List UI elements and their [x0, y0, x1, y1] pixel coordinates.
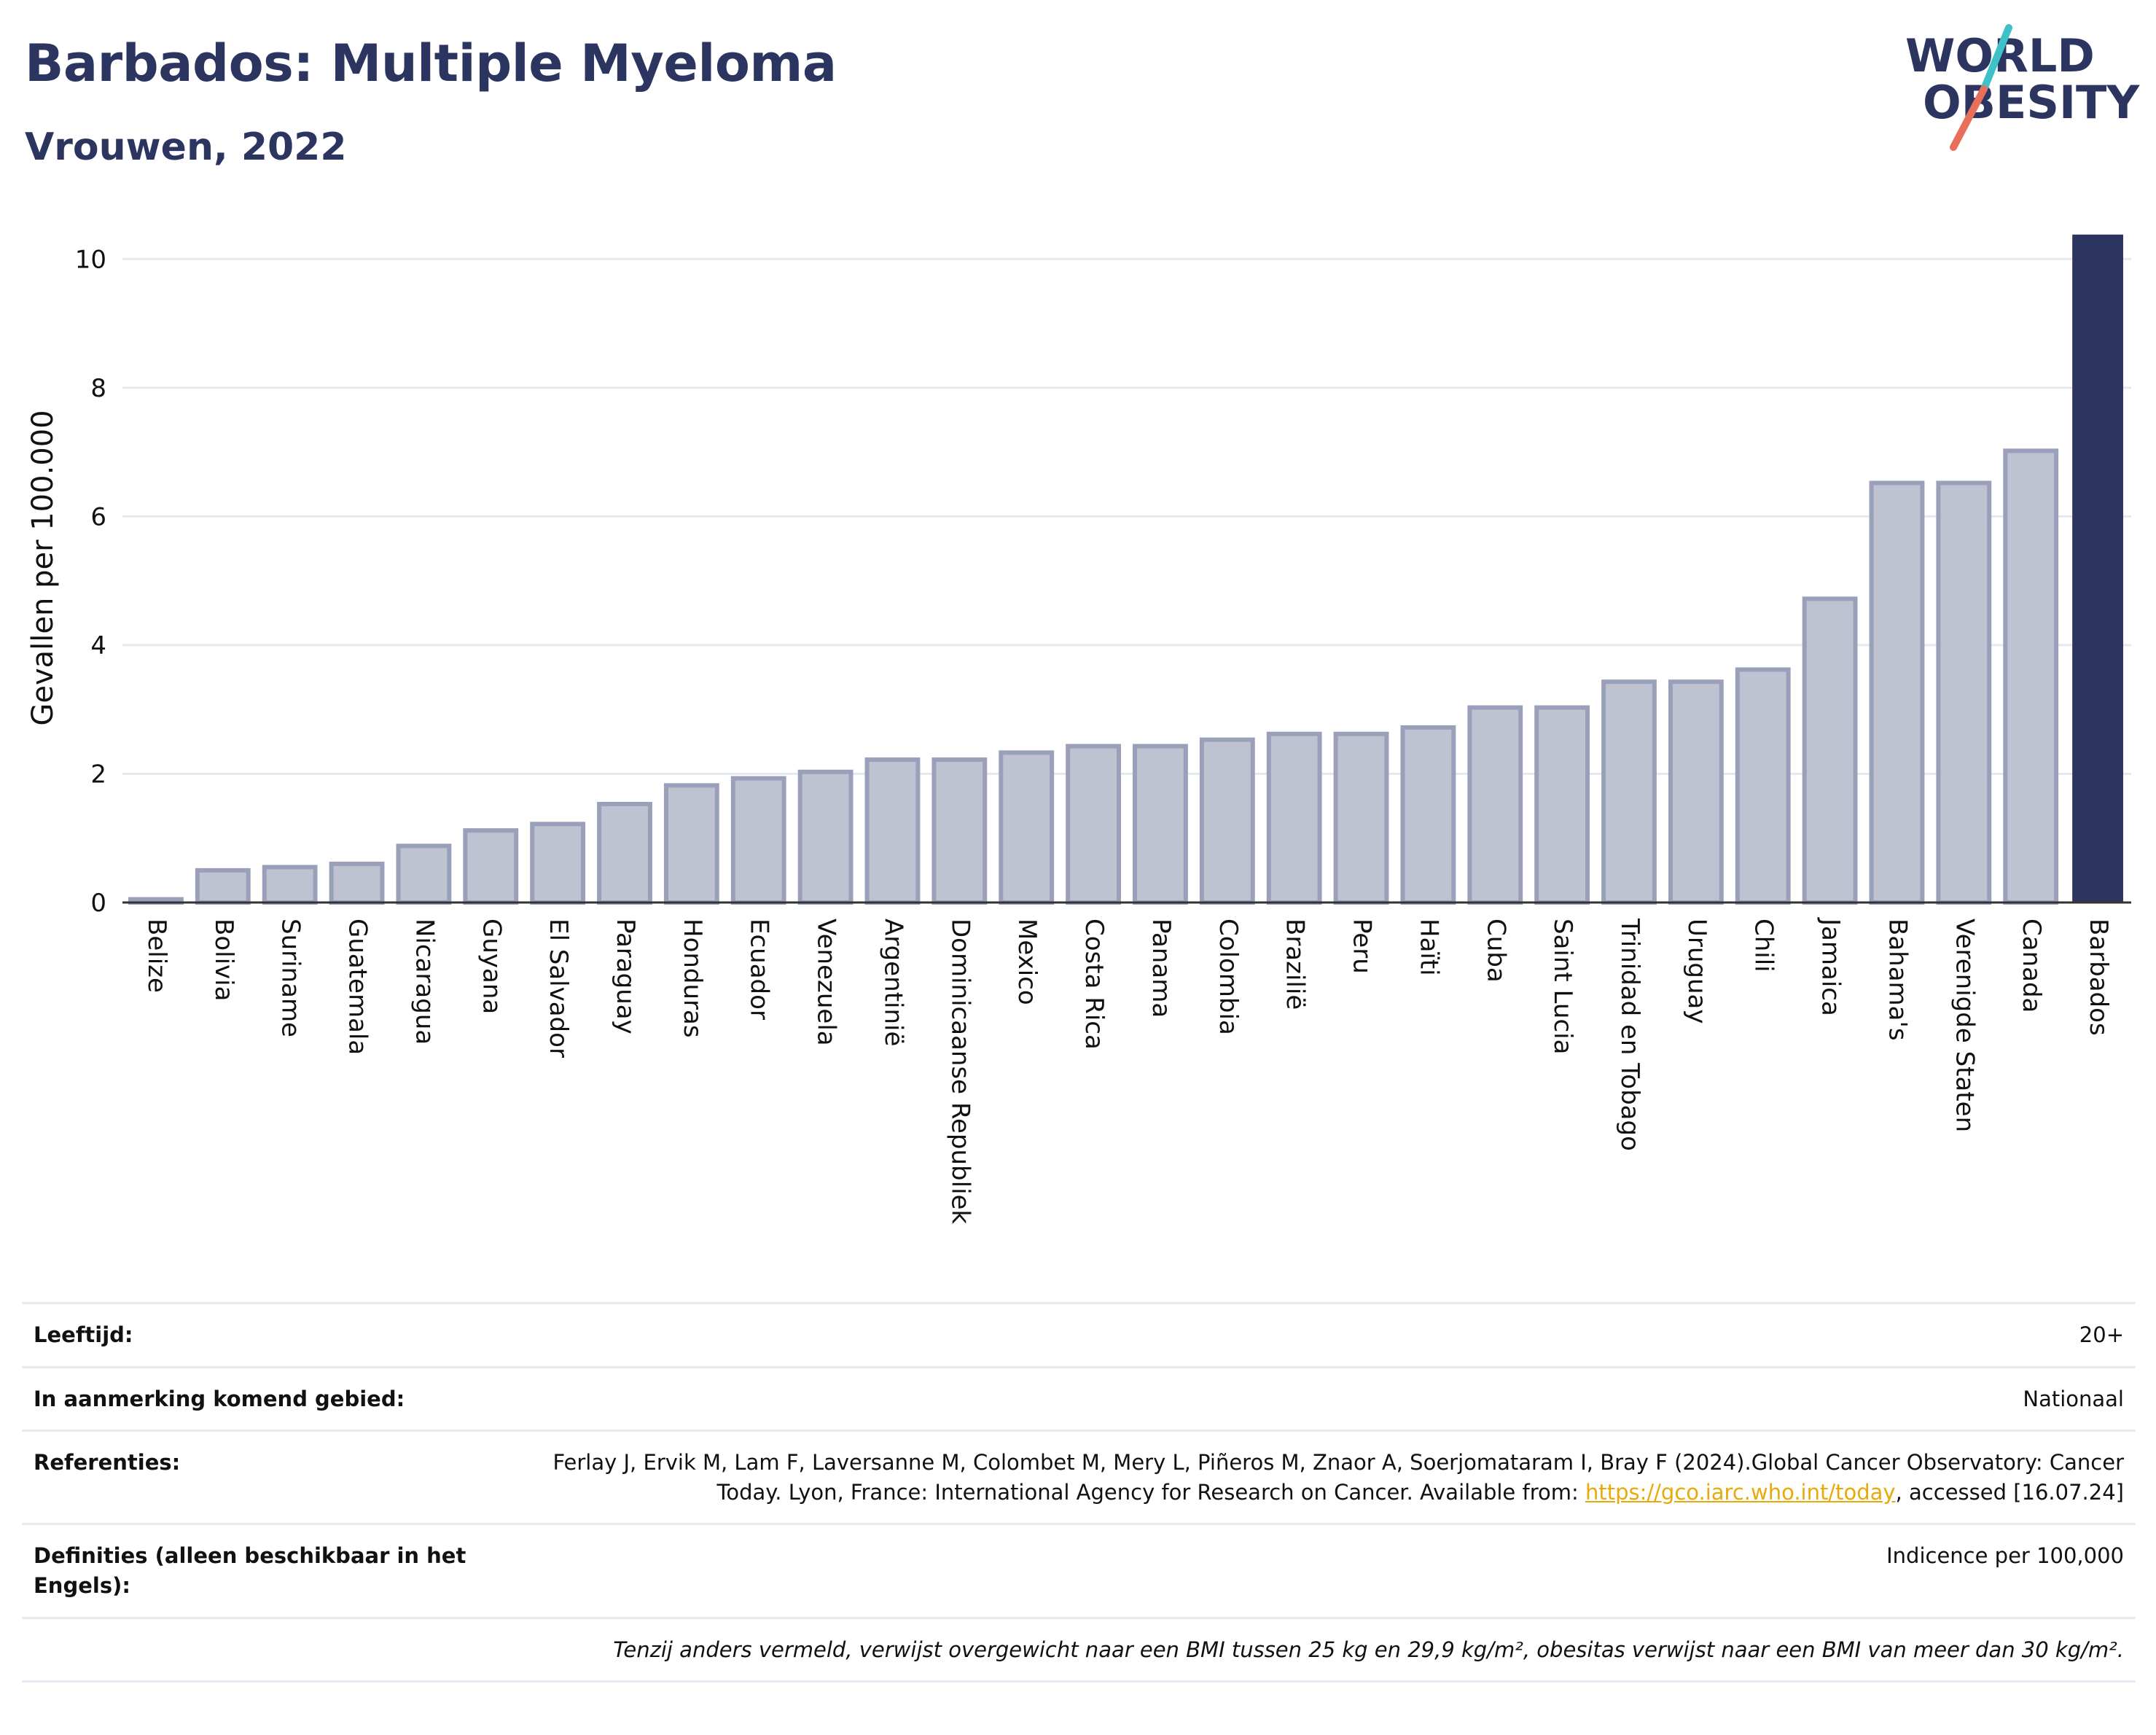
x-tick-label: Belize — [142, 919, 171, 993]
x-tick-label: Ecuador — [745, 919, 774, 1020]
bar — [1936, 480, 1992, 905]
x-tick-label: Guatemala — [343, 919, 372, 1055]
bar — [1400, 725, 1456, 905]
x-tick-label: Nicaragua — [410, 919, 439, 1045]
bar — [1668, 679, 1724, 905]
bar-chart: 0 2 4 6 8 10 Belize Bolivia Suriname Guatemala Nic… — [26, 234, 2131, 1224]
bar — [730, 776, 786, 905]
bar — [530, 822, 586, 905]
y-tick-label: 8 — [90, 374, 106, 403]
bar — [1802, 596, 1858, 905]
bar — [597, 801, 652, 905]
definitions-label: Definities (alleen beschikbaar in het En… — [22, 1523, 512, 1618]
x-tick-label: Venezuela — [812, 919, 841, 1046]
x-tick-label: Barbados — [2084, 919, 2113, 1036]
region-label: In aanmerking komend gebied: — [22, 1365, 512, 1431]
bar — [1266, 731, 1322, 905]
x-tick-label: Saint Lucia — [1548, 919, 1577, 1054]
bar — [1199, 737, 1255, 905]
bar — [1534, 705, 1590, 905]
bar — [931, 757, 988, 905]
x-tick-label: Argentinië — [878, 919, 907, 1046]
y-tick-label: 4 — [90, 631, 106, 660]
x-tick-label: Panama — [1147, 919, 1176, 1018]
bar — [2072, 234, 2123, 902]
references-label: Referenties: — [22, 1430, 512, 1524]
x-tick-label: Suriname — [276, 919, 305, 1037]
info-table: Leeftijd: 20+ In aanmerking komend gebie… — [22, 1302, 2136, 1683]
logo-word-obesity: OBESITY — [1923, 76, 2140, 129]
x-tick-label: Haïti — [1414, 919, 1443, 976]
y-axis-label: Gevallen per 100.000 — [26, 410, 60, 725]
x-tick-label: Cuba — [1481, 919, 1510, 983]
x-tick-label: Guyana — [477, 919, 506, 1014]
age-label: Leeftijd: — [22, 1302, 512, 1368]
logo-slash-coral — [1950, 85, 1988, 151]
bar — [463, 828, 519, 905]
y-tick-label: 10 — [75, 245, 106, 274]
info-row-definitions: Definities (alleen beschikbaar in het En… — [22, 1523, 2136, 1618]
references-value: Ferlay J, Ervik M, Lam F, Laversanne M, … — [512, 1430, 2136, 1524]
x-tick-label: El Salvador — [544, 919, 573, 1058]
bar — [195, 868, 251, 905]
footnote: Tenzij anders vermeld, verwijst overgewi… — [22, 1616, 2136, 1683]
bar — [1066, 744, 1121, 905]
x-tick-label: Dominicaanse Republiek — [945, 919, 975, 1224]
x-tick-label: Jamaica — [1816, 917, 1846, 1016]
age-value: 20+ — [512, 1302, 2136, 1368]
info-row-age: Leeftijd: 20+ — [22, 1302, 2136, 1368]
bar — [864, 757, 921, 905]
bar — [262, 865, 318, 905]
definitions-value: Indicence per 100,000 — [512, 1523, 2136, 1618]
x-tick-label: Honduras — [678, 919, 707, 1038]
bar — [1133, 744, 1188, 905]
bar — [2003, 448, 2059, 905]
bar — [999, 750, 1055, 905]
bar — [1735, 667, 1791, 905]
references-suffix: , accessed [16.07.24] — [1895, 1479, 2124, 1505]
x-tick-label: Uruguay — [1682, 919, 1711, 1024]
bar — [797, 769, 854, 905]
y-tick-label: 2 — [90, 760, 106, 789]
x-tick-label: Verenigde Staten — [1950, 919, 1979, 1132]
bar — [1601, 679, 1657, 905]
y-tick-label: 0 — [90, 889, 106, 918]
region-value: Nationaal — [512, 1365, 2136, 1431]
x-tick-label: Bahama's — [1883, 919, 1912, 1041]
bar — [1333, 731, 1389, 905]
x-tick-label: Bolivia — [209, 919, 238, 1001]
chart-title: Barbados: Multiple Myeloma — [25, 34, 837, 93]
x-tick-label: Chili — [1749, 919, 1778, 972]
world-obesity-logo: WORLD OBESITY — [1905, 24, 2140, 151]
bar — [396, 843, 452, 905]
x-tick-label: Paraguay — [611, 919, 640, 1034]
x-tick-label: Mexico — [1012, 919, 1042, 1005]
bar — [329, 862, 385, 905]
references-text: Ferlay J, Ervik M, Lam F, Laversanne M, … — [552, 1450, 2124, 1505]
x-tick-label: Canada — [2017, 919, 2046, 1013]
x-tick-label: Colombia — [1214, 919, 1243, 1035]
x-tick-label: Peru — [1348, 919, 1377, 974]
bar — [1869, 480, 1925, 905]
x-tick-label: Brazilië — [1281, 919, 1310, 1010]
info-row-references: Referenties: Ferlay J, Ervik M, Lam F, L… — [22, 1430, 2136, 1524]
references-link[interactable]: https://gco.iarc.who.int/today — [1585, 1479, 1896, 1505]
x-tick-label: Costa Rica — [1079, 919, 1109, 1050]
bar — [1467, 705, 1523, 905]
y-tick-label: 6 — [90, 502, 106, 531]
chart-subtitle: Vrouwen, 2022 — [25, 125, 347, 169]
info-row-note: Tenzij anders vermeld, verwijst overgewi… — [22, 1616, 2136, 1683]
x-tick-label: Trinidad en Tobago — [1615, 918, 1644, 1151]
info-row-region: In aanmerking komend gebied: Nationaal — [22, 1365, 2136, 1431]
bar — [663, 783, 719, 905]
logo-slash-teal — [1980, 24, 2012, 93]
